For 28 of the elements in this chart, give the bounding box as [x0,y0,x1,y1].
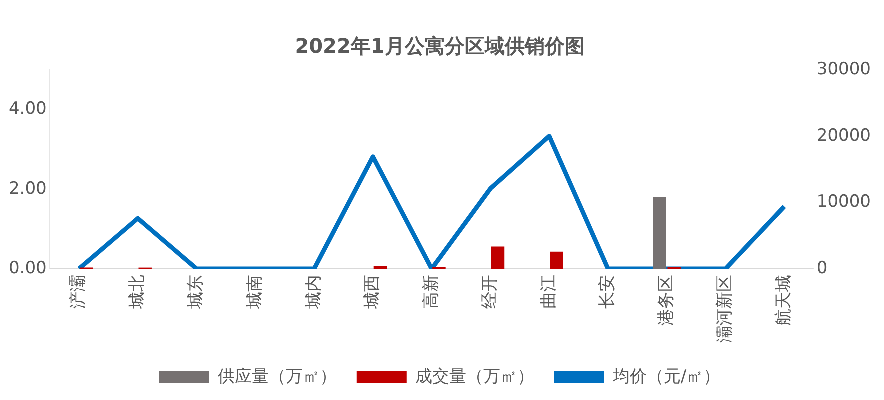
legend-label: 供应量（万㎡） [218,366,337,387]
chart-title: 2022年1月公寓分区域供销价图 [295,34,585,58]
x-tick-label: 城内 [304,275,324,310]
y-tick-label: 2.00 [8,178,47,199]
bar [550,252,564,269]
legend-label: 成交量（万㎡） [415,366,534,387]
x-tick-label: 港务区 [656,275,676,326]
bar [491,246,505,269]
x-tick-label: 城西 [362,275,383,310]
x-tick-label: 经开 [480,275,500,309]
y-tick-label: 4.00 [8,99,47,120]
x-tick-label: 航天城 [774,275,794,326]
x-tick-label: 城东 [186,275,206,310]
x-tick-label: 城北 [127,275,148,310]
y2-tick-label: 0 [816,258,828,278]
legend-label: 均价（元/㎡） [612,366,721,387]
bar [653,196,666,269]
y2-tick-label: 20000 [816,126,872,146]
y2-tick-label: 30000 [816,59,872,80]
y2-tick-label: 10000 [816,192,872,212]
x-tick-label: 高新 [421,275,442,309]
x-tick-label: 曲江 [538,275,559,309]
x-tick-label: 城南 [244,275,265,310]
x-tick-label: 长安 [598,275,618,309]
x-tick-label: 灞河新区 [715,275,736,343]
y-tick-label: 0.00 [8,258,47,278]
x-tick-label: 浐灞 [68,275,89,309]
bar [374,266,388,269]
